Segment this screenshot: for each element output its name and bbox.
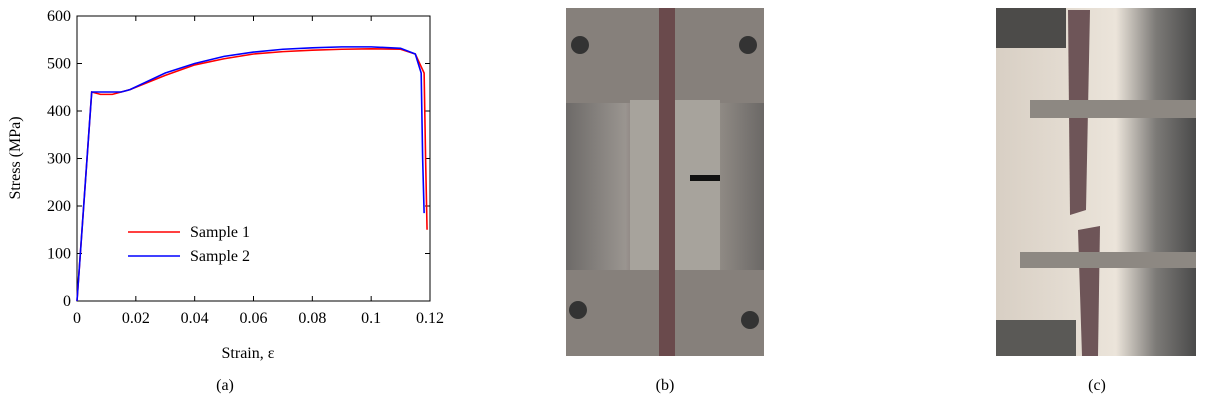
y-tick-label: 100: [47, 246, 71, 263]
x-tick-label: 0: [73, 310, 81, 327]
x-tick-label: 0.02: [122, 310, 150, 327]
x-tick-label: 0.06: [240, 310, 268, 327]
y-tick-label: 200: [47, 198, 71, 215]
caption: (a): [216, 377, 234, 394]
legend-label: Sample 1: [190, 224, 250, 241]
y-axis-label: Stress (MPa): [7, 116, 24, 199]
caption: (c): [1088, 377, 1106, 394]
y-tick-label: 0: [63, 293, 71, 310]
caption: (b): [656, 377, 675, 394]
x-tick-label: 0.08: [298, 310, 326, 327]
legend-label: Sample 2: [190, 248, 250, 265]
x-axis-label: Strain, ε: [222, 345, 275, 362]
x-tick-label: 0.12: [416, 310, 444, 327]
x-tick-label: 0.1: [361, 310, 381, 327]
series-line: [77, 47, 424, 301]
figure: (a) (b) (c) Strain, ε Stress (MPa) 0 100 2…: [0, 0, 1206, 405]
series-line: [77, 49, 427, 301]
photo-c: [996, 8, 1196, 356]
y-tick-label: 600: [47, 8, 71, 25]
y-tick-label: 500: [47, 56, 71, 73]
y-tick-label: 300: [47, 151, 71, 168]
y-tick-label: 400: [47, 103, 71, 120]
photo-b: [566, 8, 764, 356]
plot-frame: [77, 16, 430, 301]
x-tick-label: 0.04: [181, 310, 209, 327]
